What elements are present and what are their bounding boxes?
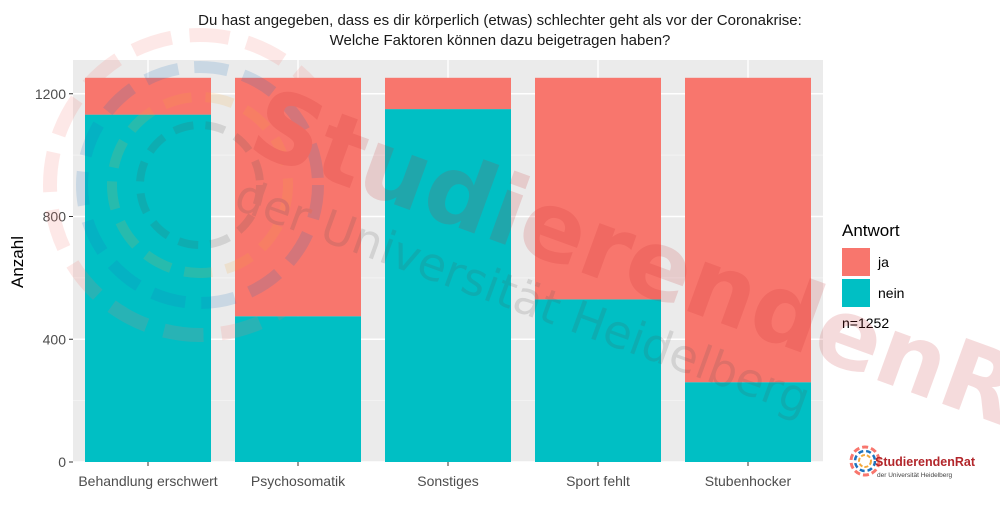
legend: Antwort ja nein n=1252 <box>842 221 904 331</box>
legend-swatch-nein <box>842 279 870 307</box>
legend-note: n=1252 <box>842 315 889 331</box>
bar-ja-2 <box>385 77 511 110</box>
chart-title-line-1: Du hast angegeben, dass es dir körperlic… <box>198 12 802 29</box>
logo: StudierendenRat der Universität Heidelbe… <box>849 445 976 479</box>
bars <box>85 77 811 463</box>
chart-title-line-2: Welche Faktoren können dazu beigetragen … <box>330 32 671 49</box>
bar-nein-2 <box>385 109 511 462</box>
logo-emblem <box>849 445 881 477</box>
x-tick-label: Behandlung erschwert <box>78 473 217 489</box>
y-axis: 0 400 800 1200 <box>35 86 73 470</box>
x-tick-label: Sport fehlt <box>566 473 630 489</box>
y-tick-label: 800 <box>43 209 67 225</box>
logo-brand: StudierendenRat <box>875 455 976 469</box>
x-axis: Behandlung erschwert Psychosomatik Sonstig… <box>78 462 792 489</box>
bar-nein-4 <box>685 382 811 462</box>
bar-ja-3 <box>535 77 661 300</box>
y-tick-label: 400 <box>43 331 67 347</box>
bar-nein-1 <box>235 316 361 462</box>
bar-ja-0 <box>85 77 211 115</box>
x-tick-label: Psychosomatik <box>251 473 346 489</box>
y-axis-title: Anzahl <box>8 236 27 288</box>
logo-subtitle: der Universität Heidelberg <box>877 472 953 479</box>
legend-title: Antwort <box>842 221 900 240</box>
legend-swatch-ja <box>842 248 870 276</box>
bar-ja-1 <box>235 77 361 317</box>
x-tick-label: Stubenhocker <box>705 473 792 489</box>
bar-nein-3 <box>535 299 661 462</box>
x-tick-label: Sonstiges <box>417 473 478 489</box>
bar-nein-0 <box>85 114 211 463</box>
y-tick-label: 1200 <box>35 86 66 102</box>
legend-label-ja: ja <box>877 254 889 270</box>
legend-label-nein: nein <box>878 285 904 301</box>
bar-ja-4 <box>685 77 811 383</box>
y-tick-label: 0 <box>58 454 66 470</box>
